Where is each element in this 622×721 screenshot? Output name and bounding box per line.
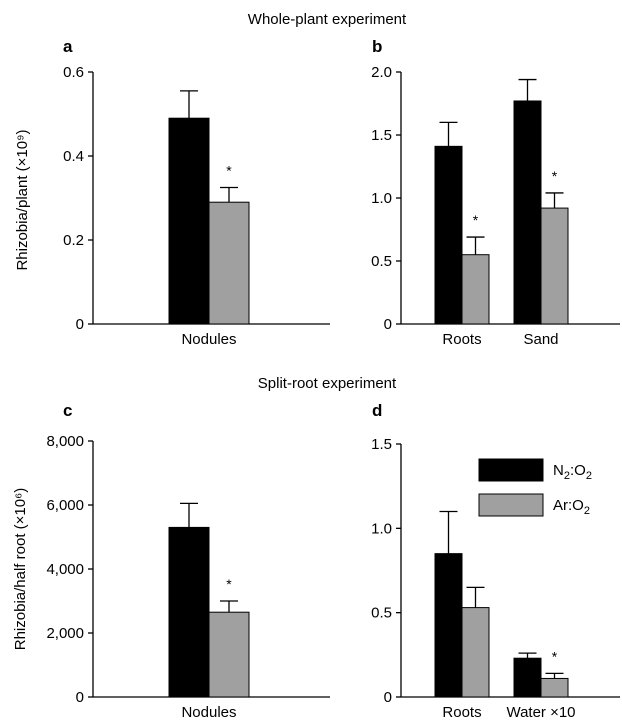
bar-b-aro2 bbox=[540, 207, 569, 325]
category-label-b: Sand bbox=[523, 331, 558, 348]
y-tick-label-b: 0 bbox=[384, 316, 392, 333]
bar-d-aro2 bbox=[540, 677, 569, 698]
legend-swatch-n2o2 bbox=[478, 458, 544, 482]
y-tick-label-b: 2.0 bbox=[371, 64, 392, 81]
legend-swatch-aro2 bbox=[478, 493, 544, 517]
legend-label-aro2: Ar:O2 bbox=[553, 497, 590, 517]
category-label-d: Water ×10 bbox=[506, 704, 575, 721]
y-tick-label-d: 0 bbox=[384, 689, 392, 706]
y-tick-label-b: 1.5 bbox=[371, 127, 392, 144]
y-tick-label-c: 0 bbox=[76, 689, 84, 706]
panel-label-d: d bbox=[372, 401, 382, 420]
y-tick-label-a: 0.4 bbox=[63, 148, 84, 165]
panel-label-a: a bbox=[63, 37, 73, 56]
y-tick-label-c: 4,000 bbox=[46, 561, 84, 578]
section-title-split-root: Split-root experiment bbox=[258, 375, 397, 392]
bar-c-aro2 bbox=[208, 611, 250, 698]
legend: N2:O2 Ar:O2 bbox=[478, 458, 592, 517]
y-tick-label-a: 0.6 bbox=[63, 64, 84, 81]
y-tick-label-c: 6,000 bbox=[46, 497, 84, 514]
y-tick-label-c: 2,000 bbox=[46, 625, 84, 642]
bar-d-n2o2 bbox=[513, 657, 542, 698]
bar-d-aro2 bbox=[461, 607, 490, 698]
y-tick-label-d: 1.0 bbox=[371, 520, 392, 537]
y-tick-label-b: 0.5 bbox=[371, 253, 392, 270]
significance-marker-a: * bbox=[226, 163, 232, 179]
y-axis-label-c: Rhizobia/half root (×10⁶) bbox=[12, 488, 29, 651]
significance-marker-c: * bbox=[226, 576, 232, 592]
y-axis-label-a: Rhizobia/plant (×10⁹) bbox=[14, 129, 31, 270]
y-tick-label-c: 8,000 bbox=[46, 433, 84, 450]
y-tick-label-b: 1.0 bbox=[371, 190, 392, 207]
legend-label-n2o2: N2:O2 bbox=[553, 462, 592, 482]
category-label-a: Nodules bbox=[181, 331, 236, 348]
category-label-b: Roots bbox=[442, 331, 481, 348]
bar-c-n2o2 bbox=[168, 526, 210, 698]
y-tick-label-d: 0.5 bbox=[371, 605, 392, 622]
bar-b-aro2 bbox=[461, 254, 490, 325]
y-tick-label-a: 0.2 bbox=[63, 232, 84, 249]
bar-a-n2o2 bbox=[168, 117, 210, 325]
bar-a-aro2 bbox=[208, 201, 250, 325]
significance-marker-b: * bbox=[552, 168, 558, 184]
bar-b-n2o2 bbox=[434, 145, 463, 325]
panel-label-c: c bbox=[63, 401, 72, 420]
category-label-d: Roots bbox=[442, 704, 481, 721]
significance-marker-b: * bbox=[473, 212, 479, 228]
panel-label-b: b bbox=[372, 37, 382, 56]
section-title-whole-plant: Whole-plant experiment bbox=[248, 11, 407, 28]
y-tick-label-d: 1.5 bbox=[371, 436, 392, 453]
category-label-c: Nodules bbox=[181, 704, 236, 721]
bar-d-n2o2 bbox=[434, 553, 463, 698]
significance-marker-d: * bbox=[552, 648, 558, 664]
bar-b-n2o2 bbox=[513, 100, 542, 325]
y-tick-label-a: 0 bbox=[76, 316, 84, 333]
